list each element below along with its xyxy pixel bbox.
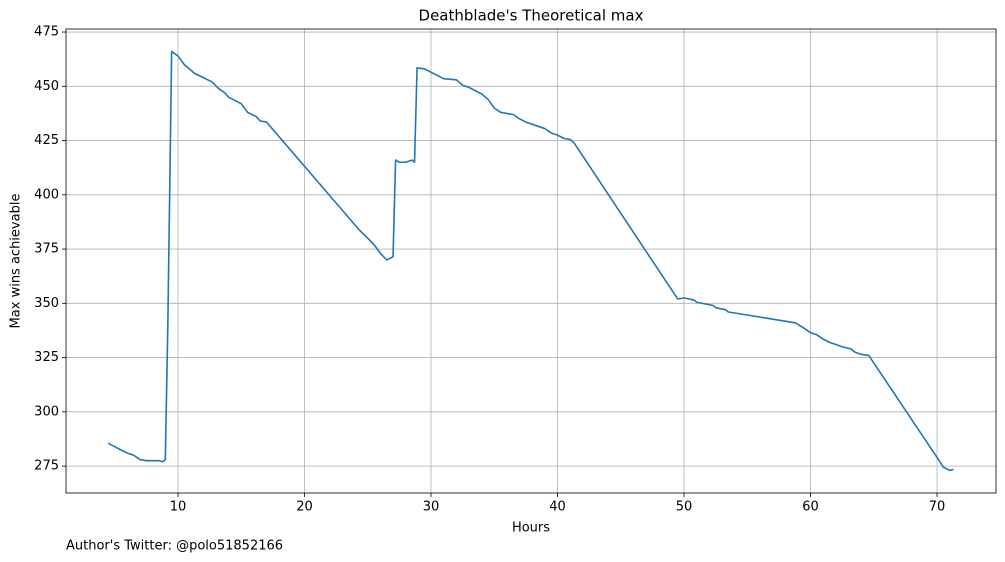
y-tick-label: 275	[34, 459, 59, 474]
footnote: Author's Twitter: @polo51852166	[66, 539, 283, 554]
y-tick-label: 425	[34, 133, 59, 148]
x-tick-label: 10	[170, 500, 187, 515]
data-line	[108, 50, 954, 472]
x-tick-label: 20	[296, 500, 313, 515]
x-tick-label: 50	[676, 500, 693, 515]
x-tick-label: 30	[423, 500, 440, 515]
x-tick-label: 60	[802, 500, 819, 515]
plot-frame	[65, 28, 997, 494]
x-tick-label: 70	[929, 500, 946, 515]
y-tick-label: 300	[34, 404, 59, 419]
y-tick-label: 375	[34, 242, 59, 257]
y-tick-label: 400	[34, 187, 59, 202]
x-axis-label: Hours	[512, 521, 550, 536]
y-tick-label: 475	[34, 25, 59, 40]
y-axis-label: Max wins achievable	[9, 194, 24, 329]
chart-title: Deathblade's Theoretical max	[419, 7, 644, 25]
y-tick-label: 350	[34, 296, 59, 311]
y-tick-label: 450	[34, 79, 59, 94]
y-tick-label: 325	[34, 350, 59, 365]
x-tick-label: 40	[549, 500, 566, 515]
